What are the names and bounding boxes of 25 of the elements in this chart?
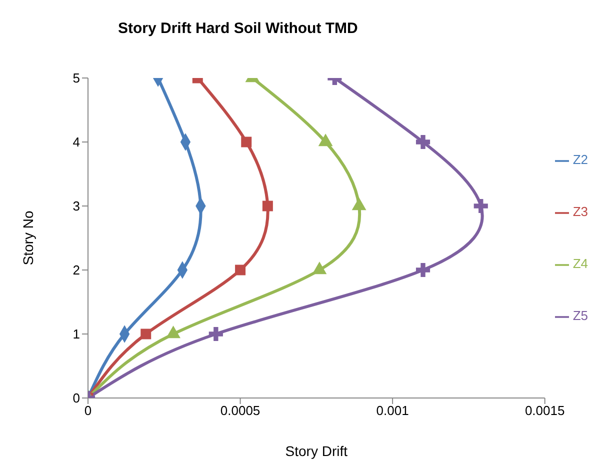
y-tick-label: 0 xyxy=(72,390,80,406)
legend-label: Z3 xyxy=(572,204,588,219)
y-axis-title: Story No xyxy=(20,210,36,266)
y-tick-label: 3 xyxy=(72,198,80,214)
x-tick-label: 0.0005 xyxy=(220,403,260,418)
y-tick-label: 5 xyxy=(72,70,80,86)
y-tick-label: 2 xyxy=(72,262,80,278)
point xyxy=(474,198,488,214)
point xyxy=(262,200,273,212)
chart-title: Story Drift Hard Soil Without TMD xyxy=(118,20,358,37)
point xyxy=(241,136,252,148)
x-tick-label: 0.001 xyxy=(376,403,409,418)
point xyxy=(312,262,327,274)
legend-label: Z5 xyxy=(572,308,588,323)
legend-label: Z2 xyxy=(572,152,588,167)
x-tick-label: 0.0015 xyxy=(524,403,565,418)
y-tick-label: 4 xyxy=(72,134,80,150)
x-axis-title: Story Drift xyxy=(285,443,348,459)
point xyxy=(235,264,246,276)
point xyxy=(166,326,180,338)
x-tick-label: 0 xyxy=(84,403,92,418)
point xyxy=(416,134,430,150)
y-tick-label: 1 xyxy=(72,326,80,342)
legend-label: Z4 xyxy=(572,256,588,271)
point xyxy=(416,262,430,278)
